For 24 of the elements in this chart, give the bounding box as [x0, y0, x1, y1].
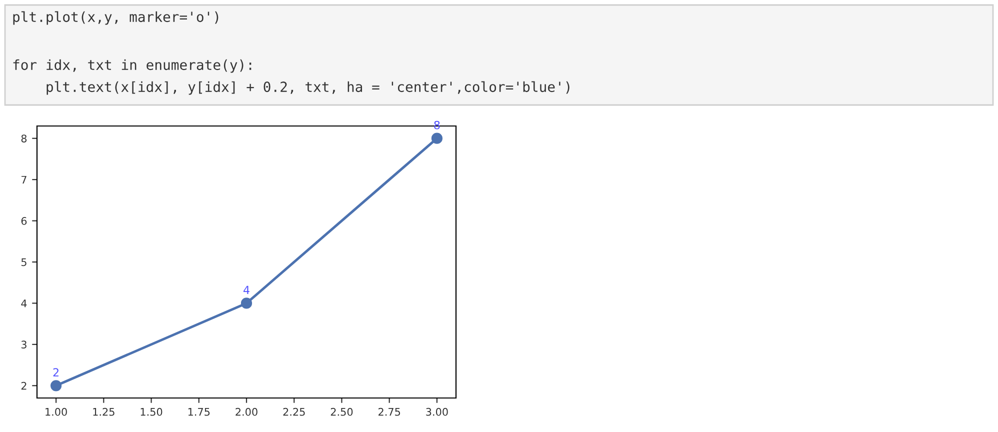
y-tick-label: 2 [21, 382, 26, 390]
y-tick-label: 4 [21, 300, 27, 308]
text: for idx, txt in enumerate(y): [13, 59, 252, 73]
x-tick-label: 1.75 [188, 408, 210, 416]
y-tick-label: 3 [21, 340, 26, 349]
y-tick-label: 5 [21, 258, 26, 266]
x-tick-label: 2.25 [283, 408, 305, 416]
y-tick-label: 7 [22, 176, 26, 184]
x-tick-label: 1.00 [46, 408, 67, 416]
text: plt.text(x[idx], y[idx] + 0.2, txt, ha = 'center',color='blue') [46, 81, 570, 95]
x-tick-label: 2.00 [236, 408, 258, 416]
point [431, 132, 443, 144]
point [50, 380, 62, 392]
text: plt.plot(x,y, marker='o') [13, 11, 218, 25]
point [240, 298, 252, 309]
data-label: 4 [244, 286, 250, 294]
data-label: 2 [53, 368, 58, 376]
x-tick-label: 2.75 [378, 408, 400, 416]
x-tick-label: 3.00 [426, 408, 448, 416]
y-tick-label: 6 [21, 217, 27, 225]
x-tick-label: 1.25 [93, 408, 114, 416]
y-tick-label: 8 [21, 134, 27, 142]
x-tick-label: 1.50 [140, 408, 162, 416]
x-tick-label: 2.50 [330, 408, 353, 416]
